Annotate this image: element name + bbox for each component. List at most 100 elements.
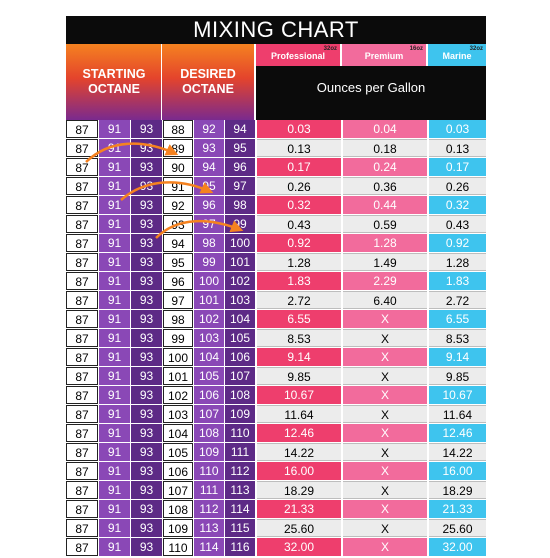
professional-ounces: 21.33 [257, 500, 341, 518]
marine-ounces: 11.64 [429, 405, 486, 423]
desired-octane-from-87: 107 [163, 481, 193, 499]
premium-ounces: 1.49 [343, 253, 427, 271]
marine-ounces: 1.28 [429, 253, 486, 271]
desired-octane-from-93: 94 [225, 120, 255, 138]
marine-ounces: 12.46 [429, 424, 486, 442]
table-row: 87 91 93 96 100 102 1.83 2.29 1.83 [66, 272, 486, 291]
marine-ounces: 2.72 [429, 291, 486, 309]
desired-octane-from-91: 104 [194, 348, 224, 366]
desired-octane-from-87: 95 [163, 253, 193, 271]
premium-ounces: X [343, 386, 427, 404]
desired-octane-from-93: 96 [225, 158, 255, 176]
start-octane-91: 91 [99, 215, 130, 233]
premium-ounces: 0.36 [343, 177, 427, 195]
table-row: 87 91 93 90 94 96 0.17 0.24 0.17 [66, 158, 486, 177]
start-octane-91: 91 [99, 443, 130, 461]
start-octane-87: 87 [66, 291, 98, 309]
marine-ounces: 9.85 [429, 367, 486, 385]
marine-ounces: 8.53 [429, 329, 486, 347]
desired-octane-from-93: 98 [225, 196, 255, 214]
professional-ounces: 12.46 [257, 424, 341, 442]
start-octane-91: 91 [99, 386, 130, 404]
start-octane-91: 91 [99, 158, 130, 176]
start-octane-93: 93 [131, 462, 162, 480]
product-size: 32oz [469, 46, 483, 52]
premium-ounces: X [343, 519, 427, 537]
start-octane-93: 93 [131, 272, 162, 290]
desired-octane-from-91: 93 [194, 139, 224, 157]
professional-ounces: 2.72 [257, 291, 341, 309]
professional-ounces: 18.29 [257, 481, 341, 499]
desired-octane-from-91: 94 [194, 158, 224, 176]
marine-ounces: 9.14 [429, 348, 486, 366]
marine-ounces: 0.26 [429, 177, 486, 195]
marine-ounces: 14.22 [429, 443, 486, 461]
start-octane-93: 93 [131, 215, 162, 233]
desired-octane-from-91: 106 [194, 386, 224, 404]
start-octane-93: 93 [131, 158, 162, 176]
start-octane-93: 93 [131, 291, 162, 309]
marine-ounces: 32.00 [429, 538, 486, 556]
premium-ounces: 1.28 [343, 234, 427, 252]
desired-octane-from-93: 111 [225, 443, 255, 461]
start-octane-91: 91 [99, 367, 130, 385]
desired-octane-from-91: 114 [194, 538, 224, 556]
table-row: 87 91 93 108 112 114 21.33 X 21.33 [66, 500, 486, 519]
premium-ounces: X [343, 310, 427, 328]
table-row: 87 91 93 95 99 101 1.28 1.49 1.28 [66, 253, 486, 272]
desired-octane-from-87: 92 [163, 196, 193, 214]
desired-octane-from-87: 106 [163, 462, 193, 480]
desired-octane-from-91: 108 [194, 424, 224, 442]
start-octane-91: 91 [99, 291, 130, 309]
desired-octane-from-91: 107 [194, 405, 224, 423]
table-row: 87 91 93 88 92 94 0.03 0.04 0.03 [66, 120, 486, 139]
start-octane-87: 87 [66, 348, 98, 366]
professional-ounces: 0.17 [257, 158, 341, 176]
start-octane-91: 91 [99, 253, 130, 271]
start-octane-93: 93 [131, 234, 162, 252]
desired-octane-from-93: 97 [225, 177, 255, 195]
table-row: 87 91 93 107 111 113 18.29 X 18.29 [66, 481, 486, 500]
professional-ounces: 9.85 [257, 367, 341, 385]
product-professional-header: Professional 32oz [256, 44, 340, 66]
desired-octane-from-87: 94 [163, 234, 193, 252]
premium-ounces: 0.04 [343, 120, 427, 138]
start-octane-93: 93 [131, 424, 162, 442]
desired-octane-from-91: 105 [194, 367, 224, 385]
desired-octane-header: DESIRED OCTANE [162, 44, 254, 120]
desired-octane-from-87: 105 [163, 443, 193, 461]
start-octane-87: 87 [66, 234, 98, 252]
desired-octane-line2: OCTANE [182, 82, 234, 96]
start-octane-93: 93 [131, 519, 162, 537]
desired-octane-from-91: 99 [194, 253, 224, 271]
start-octane-93: 93 [131, 405, 162, 423]
professional-ounces: 11.64 [257, 405, 341, 423]
start-octane-87: 87 [66, 177, 98, 195]
start-octane-87: 87 [66, 272, 98, 290]
desired-octane-from-87: 99 [163, 329, 193, 347]
premium-ounces: X [343, 367, 427, 385]
product-name: Marine [442, 51, 472, 61]
start-octane-91: 91 [99, 329, 130, 347]
table-row: 87 91 93 94 98 100 0.92 1.28 0.92 [66, 234, 486, 253]
desired-octane-from-91: 101 [194, 291, 224, 309]
desired-octane-from-87: 101 [163, 367, 193, 385]
professional-ounces: 0.92 [257, 234, 341, 252]
product-marine-header: Marine 32oz [428, 44, 486, 66]
desired-octane-from-93: 114 [225, 500, 255, 518]
table-row: 87 91 93 98 102 104 6.55 X 6.55 [66, 310, 486, 329]
desired-octane-from-93: 95 [225, 139, 255, 157]
professional-ounces: 25.60 [257, 519, 341, 537]
marine-ounces: 25.60 [429, 519, 486, 537]
start-octane-93: 93 [131, 443, 162, 461]
start-octane-93: 93 [131, 253, 162, 271]
table-row: 87 91 93 102 106 108 10.67 X 10.67 [66, 386, 486, 405]
mixing-table: 87 91 93 88 92 94 0.03 0.04 0.03 87 91 93 89 93 95 0.13… [66, 120, 486, 557]
desired-octane-from-91: 100 [194, 272, 224, 290]
desired-octane-from-93: 101 [225, 253, 255, 271]
start-octane-91: 91 [99, 519, 130, 537]
start-octane-93: 93 [131, 139, 162, 157]
desired-octane-from-87: 90 [163, 158, 193, 176]
start-octane-87: 87 [66, 462, 98, 480]
marine-ounces: 0.32 [429, 196, 486, 214]
